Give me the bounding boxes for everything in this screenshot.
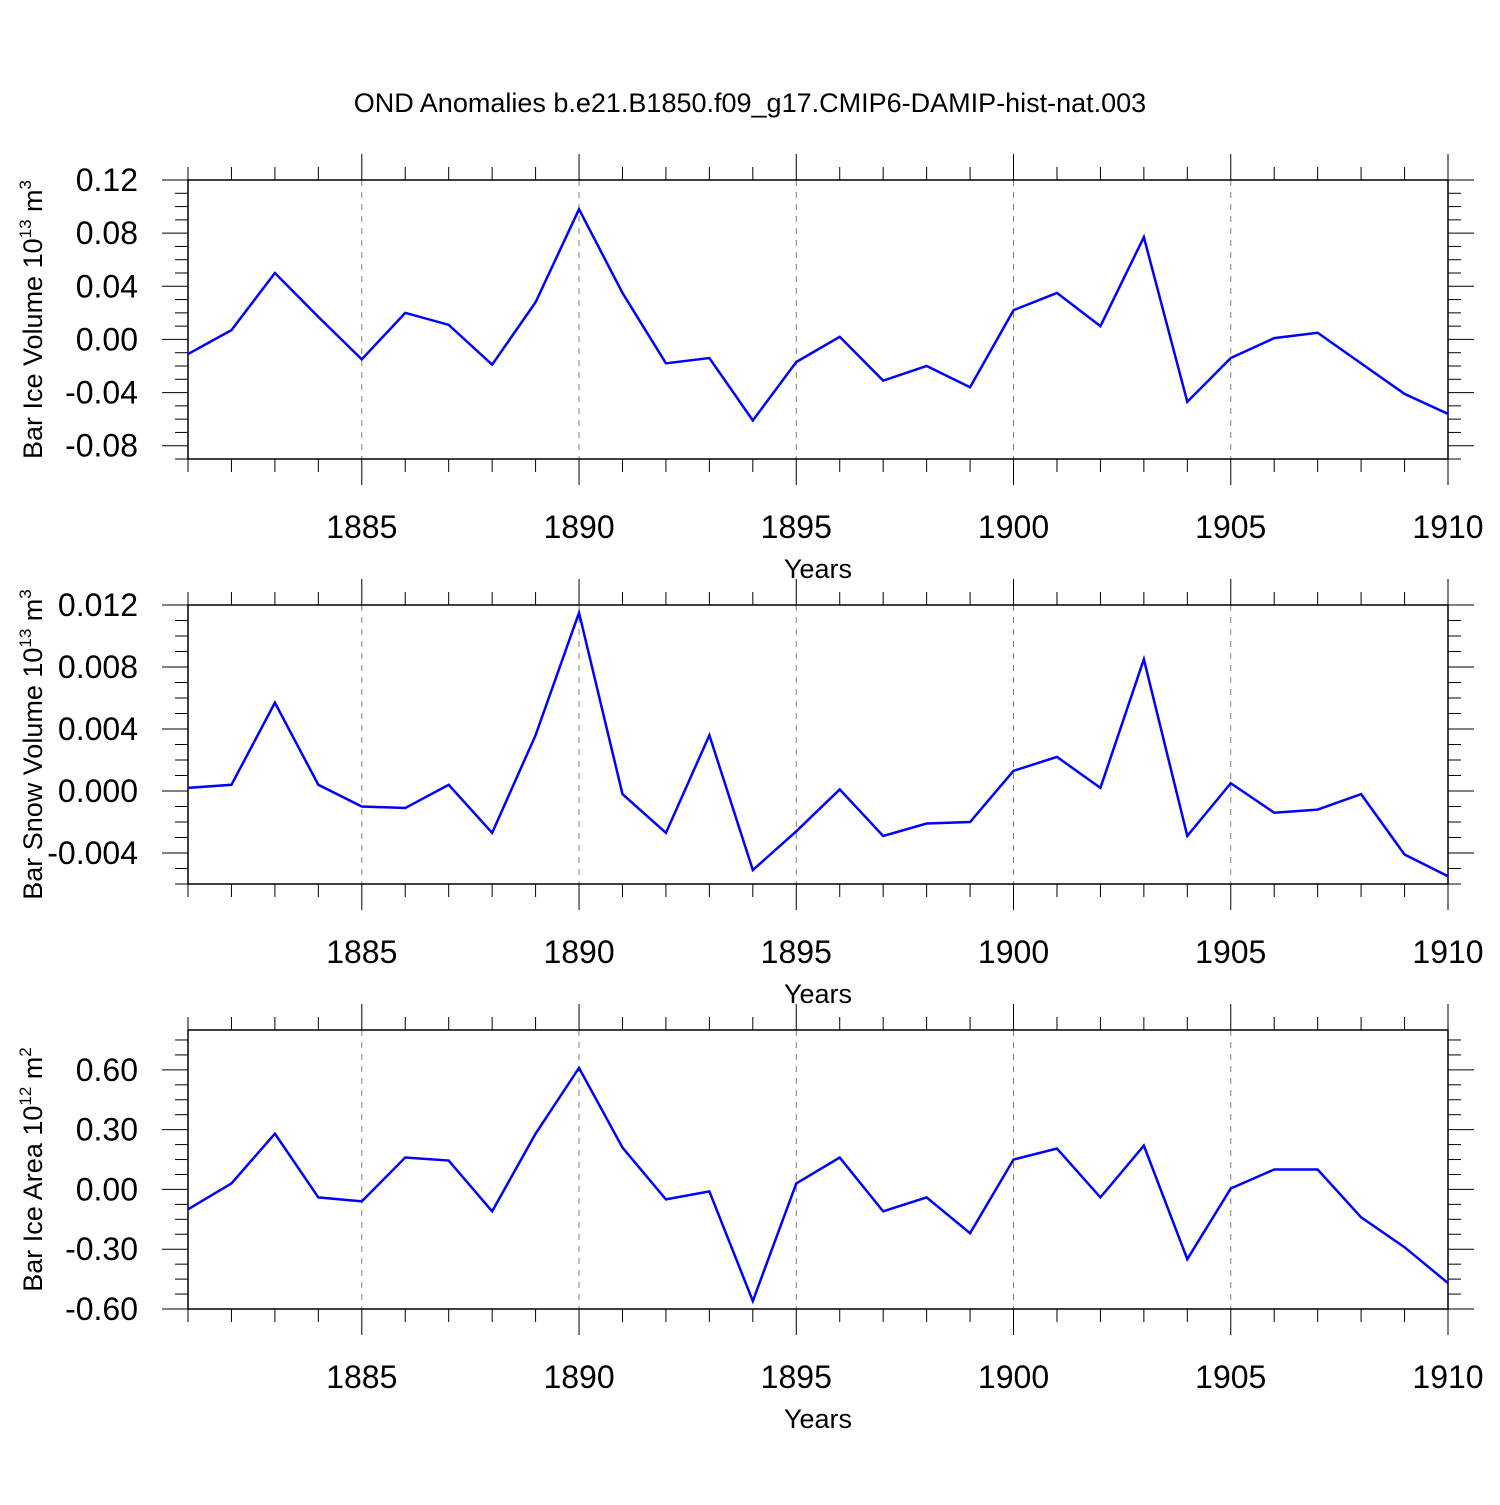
y-tick-label: -0.004	[47, 835, 138, 871]
series-line-1	[187, 206, 1449, 423]
y-axis-label-superscript: 12	[16, 1087, 35, 1106]
x-axis-label: Years	[784, 554, 852, 584]
panel-3: -0.60 -0.30 0.00 0.30 0.60 1885 1890 1895 1900 19…	[16, 1004, 1484, 1434]
y-tick-label: 0.008	[58, 649, 138, 685]
x-tick-label: 1885	[326, 509, 397, 545]
x-tick-label: 1905	[1195, 509, 1266, 545]
x-tick-label: 1905	[1195, 1359, 1266, 1395]
x-tick-label: 1890	[543, 509, 614, 545]
x-tick-label: 1890	[543, 934, 614, 970]
y-tick-label: -0.08	[65, 428, 138, 464]
y-tick-label: -0.04	[65, 375, 138, 411]
x-tick-label: 1905	[1195, 934, 1266, 970]
x-axis-label: Years	[784, 979, 852, 1009]
x-tick-label: 1885	[326, 934, 397, 970]
y-axis-label-superscript: 2	[16, 1047, 35, 1056]
x-tick-label: 1895	[761, 509, 832, 545]
y-axis-label-superscript: 3	[16, 180, 35, 189]
y-axis-label-superscript: 3	[16, 589, 35, 598]
x-axis-label: Years	[784, 1404, 852, 1434]
y-tick-label: -0.60	[65, 1291, 138, 1327]
plot-frame	[187, 1029, 1449, 1310]
y-axis-label-superscript: 13	[16, 629, 35, 648]
x-tick-label: 1895	[761, 934, 832, 970]
x-tick-label: 1900	[978, 509, 1049, 545]
y-axis-label-part: Bar Snow Volume 10	[18, 648, 48, 900]
x-tick-label: 1910	[1412, 509, 1483, 545]
plot-frame	[187, 179, 1449, 460]
series-line-1	[187, 608, 1449, 878]
x-tick-label: 1910	[1412, 934, 1483, 970]
x-tick-label: 1910	[1412, 1359, 1483, 1395]
y-tick-label: 0.12	[76, 162, 138, 198]
y-axis-label-part: m	[18, 599, 48, 629]
panel-2: -0.004 0.000 0.004 0.008 0.012 1885 1890 1895 19…	[16, 579, 1484, 1009]
x-tick-label: 1895	[761, 1359, 832, 1395]
x-tick-label: 1900	[978, 934, 1049, 970]
y-axis-label: Bar Ice Area 1012 m2	[16, 1047, 48, 1292]
y-tick-label: 0.004	[58, 711, 138, 747]
y-axis-label: Bar Snow Volume 1013 m3	[16, 589, 48, 900]
y-axis-label-part: m	[18, 1057, 48, 1087]
y-axis-label-part: Bar Ice Volume 10	[18, 238, 48, 459]
y-axis-label-part: Bar Ice Area 10	[18, 1106, 48, 1292]
y-tick-label: 0.012	[58, 587, 138, 623]
y-tick-label: -0.30	[65, 1231, 138, 1267]
plot-frame	[187, 604, 1449, 885]
panel-1: -0.08 -0.04 0.00 0.04 0.08 0.12 1885 1890 1895 19…	[16, 154, 1484, 584]
y-tick-label: 0.60	[76, 1052, 138, 1088]
y-tick-label: 0.30	[76, 1112, 138, 1148]
y-tick-label: 0.08	[76, 215, 138, 251]
y-axis-label: Bar Ice Volume 1013 m3	[16, 180, 48, 459]
series-line-1	[187, 1065, 1449, 1305]
y-tick-label: 0.04	[76, 268, 138, 304]
y-tick-label: 0.00	[76, 321, 138, 357]
y-tick-label: 0.000	[58, 773, 138, 809]
y-axis-label-superscript: 13	[16, 219, 35, 238]
figure-title: OND Anomalies b.e21.B1850.f09_g17.CMIP6-…	[353, 88, 1147, 118]
y-axis-label-part: m	[18, 189, 48, 219]
x-tick-label: 1890	[543, 1359, 614, 1395]
x-tick-label: 1900	[978, 1359, 1049, 1395]
x-tick-label: 1885	[326, 1359, 397, 1395]
y-tick-label: 0.00	[76, 1171, 138, 1207]
